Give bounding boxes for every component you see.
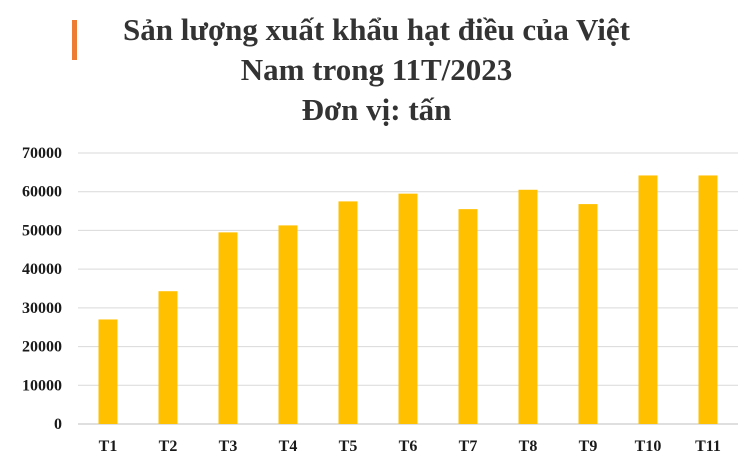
bar-t3	[218, 232, 238, 424]
y-tick-label: 60000	[22, 184, 62, 201]
x-tick-label: T11	[695, 438, 721, 455]
chart-title-line-3: Đơn vị: tấn	[301, 92, 452, 127]
chart-title: Sản lượng xuất khẩu hạt điều của Việt Na…	[0, 10, 753, 130]
chart-title-line-2: Nam trong 11T/2023	[240, 52, 513, 87]
y-tick-label: 50000	[22, 222, 62, 239]
chart-title-line-1: Sản lượng xuất khẩu hạt điều của Việt	[123, 12, 630, 47]
bar-t1	[98, 319, 118, 424]
bar-t7	[458, 209, 478, 424]
bar-t11	[698, 175, 718, 424]
bar-t5	[338, 201, 358, 424]
y-tick-label: 20000	[22, 339, 62, 356]
x-tick-label: T9	[579, 438, 598, 455]
y-tick-label: 70000	[22, 145, 62, 162]
bar-t9	[578, 204, 598, 424]
x-tick-label: T3	[219, 438, 238, 455]
y-tick-label: 30000	[22, 300, 62, 317]
y-tick-label: 40000	[22, 261, 62, 278]
x-tick-label: T2	[159, 438, 178, 455]
y-tick-label: 10000	[22, 377, 62, 394]
x-tick-label: T1	[99, 438, 118, 455]
bar-t6	[398, 193, 418, 424]
x-tick-label: T4	[279, 438, 298, 455]
y-tick-label: 0	[54, 416, 62, 433]
x-tick-label: T6	[399, 438, 418, 455]
x-tick-label: T10	[635, 438, 662, 455]
bar-t10	[638, 175, 658, 424]
bar-t4	[278, 225, 298, 424]
bar-t2	[158, 291, 178, 424]
x-tick-label: T8	[519, 438, 538, 455]
x-tick-label: T7	[459, 438, 478, 455]
bar-t8	[518, 189, 538, 424]
title-accent-bar	[72, 20, 77, 60]
x-tick-label: T5	[339, 438, 358, 455]
